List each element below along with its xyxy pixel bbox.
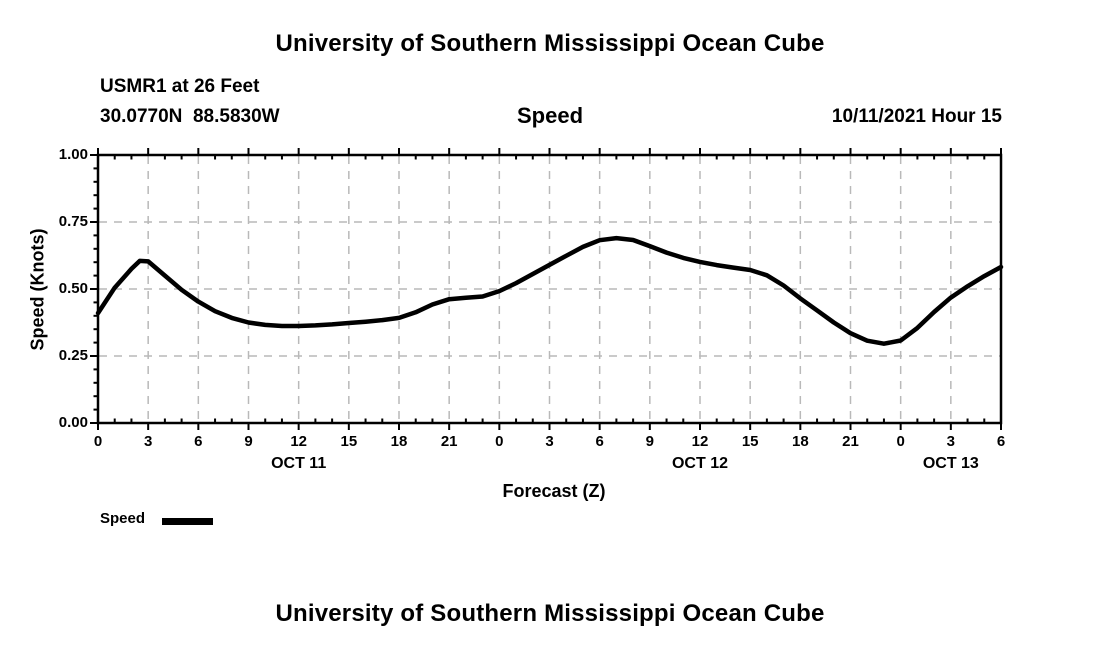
legend-label: Speed: [100, 510, 146, 527]
x-tick-label: 21: [842, 433, 859, 450]
y-tick-label: 0.50: [58, 280, 88, 297]
y-tick-label: 0.00: [58, 414, 88, 431]
footer-title: University of Southern Mississippi Ocean…: [275, 600, 825, 627]
speed-curve: [95, 235, 1004, 346]
x-tick-label: 15: [741, 433, 759, 450]
plot-title: Speed: [516, 103, 584, 128]
x-tick-label: 6: [595, 433, 604, 450]
x-tick-label: 3: [143, 433, 153, 450]
x-tick-label: 15: [340, 433, 358, 450]
x-tick-label: 3: [946, 433, 955, 450]
page-title: University of Southern Mississippi Ocean…: [275, 30, 825, 57]
day-label: OCT 13: [922, 455, 979, 472]
day-label: OCT 11: [271, 455, 327, 472]
day-label: OCT 12: [671, 455, 728, 472]
x-tick-label: 6: [194, 433, 203, 450]
plot-frame: [96, 153, 1003, 425]
y-tick-label: 0.25: [58, 347, 88, 364]
coordinates-label: 30.0770N 88.5830W: [100, 106, 280, 127]
x-tick-label: 3: [545, 433, 554, 450]
x-tick-label: 21: [440, 433, 458, 450]
y-tick-label: 1.00: [58, 146, 88, 163]
legend-line-swatch: [162, 518, 213, 525]
x-tick-label: 0: [495, 433, 504, 450]
x-tick-label: 12: [691, 433, 709, 450]
x-tick-label: 6: [996, 433, 1006, 450]
datetime-label: 10/11/2021 Hour 15: [831, 106, 1002, 127]
x-tick-label: 9: [244, 433, 253, 450]
x-tick-label: 0: [896, 433, 905, 450]
y-tick-label: 0.75: [58, 213, 88, 230]
x-tick-label: 9: [645, 433, 654, 450]
x-tick-label: 0: [93, 433, 103, 450]
station-label: USMR1 at 26 Feet: [100, 76, 260, 97]
x-axis-title: Forecast (Z): [502, 481, 606, 501]
x-tick-label: 18: [791, 433, 809, 450]
x-tick-label: 18: [390, 433, 408, 450]
x-tick-label: 12: [290, 433, 307, 450]
